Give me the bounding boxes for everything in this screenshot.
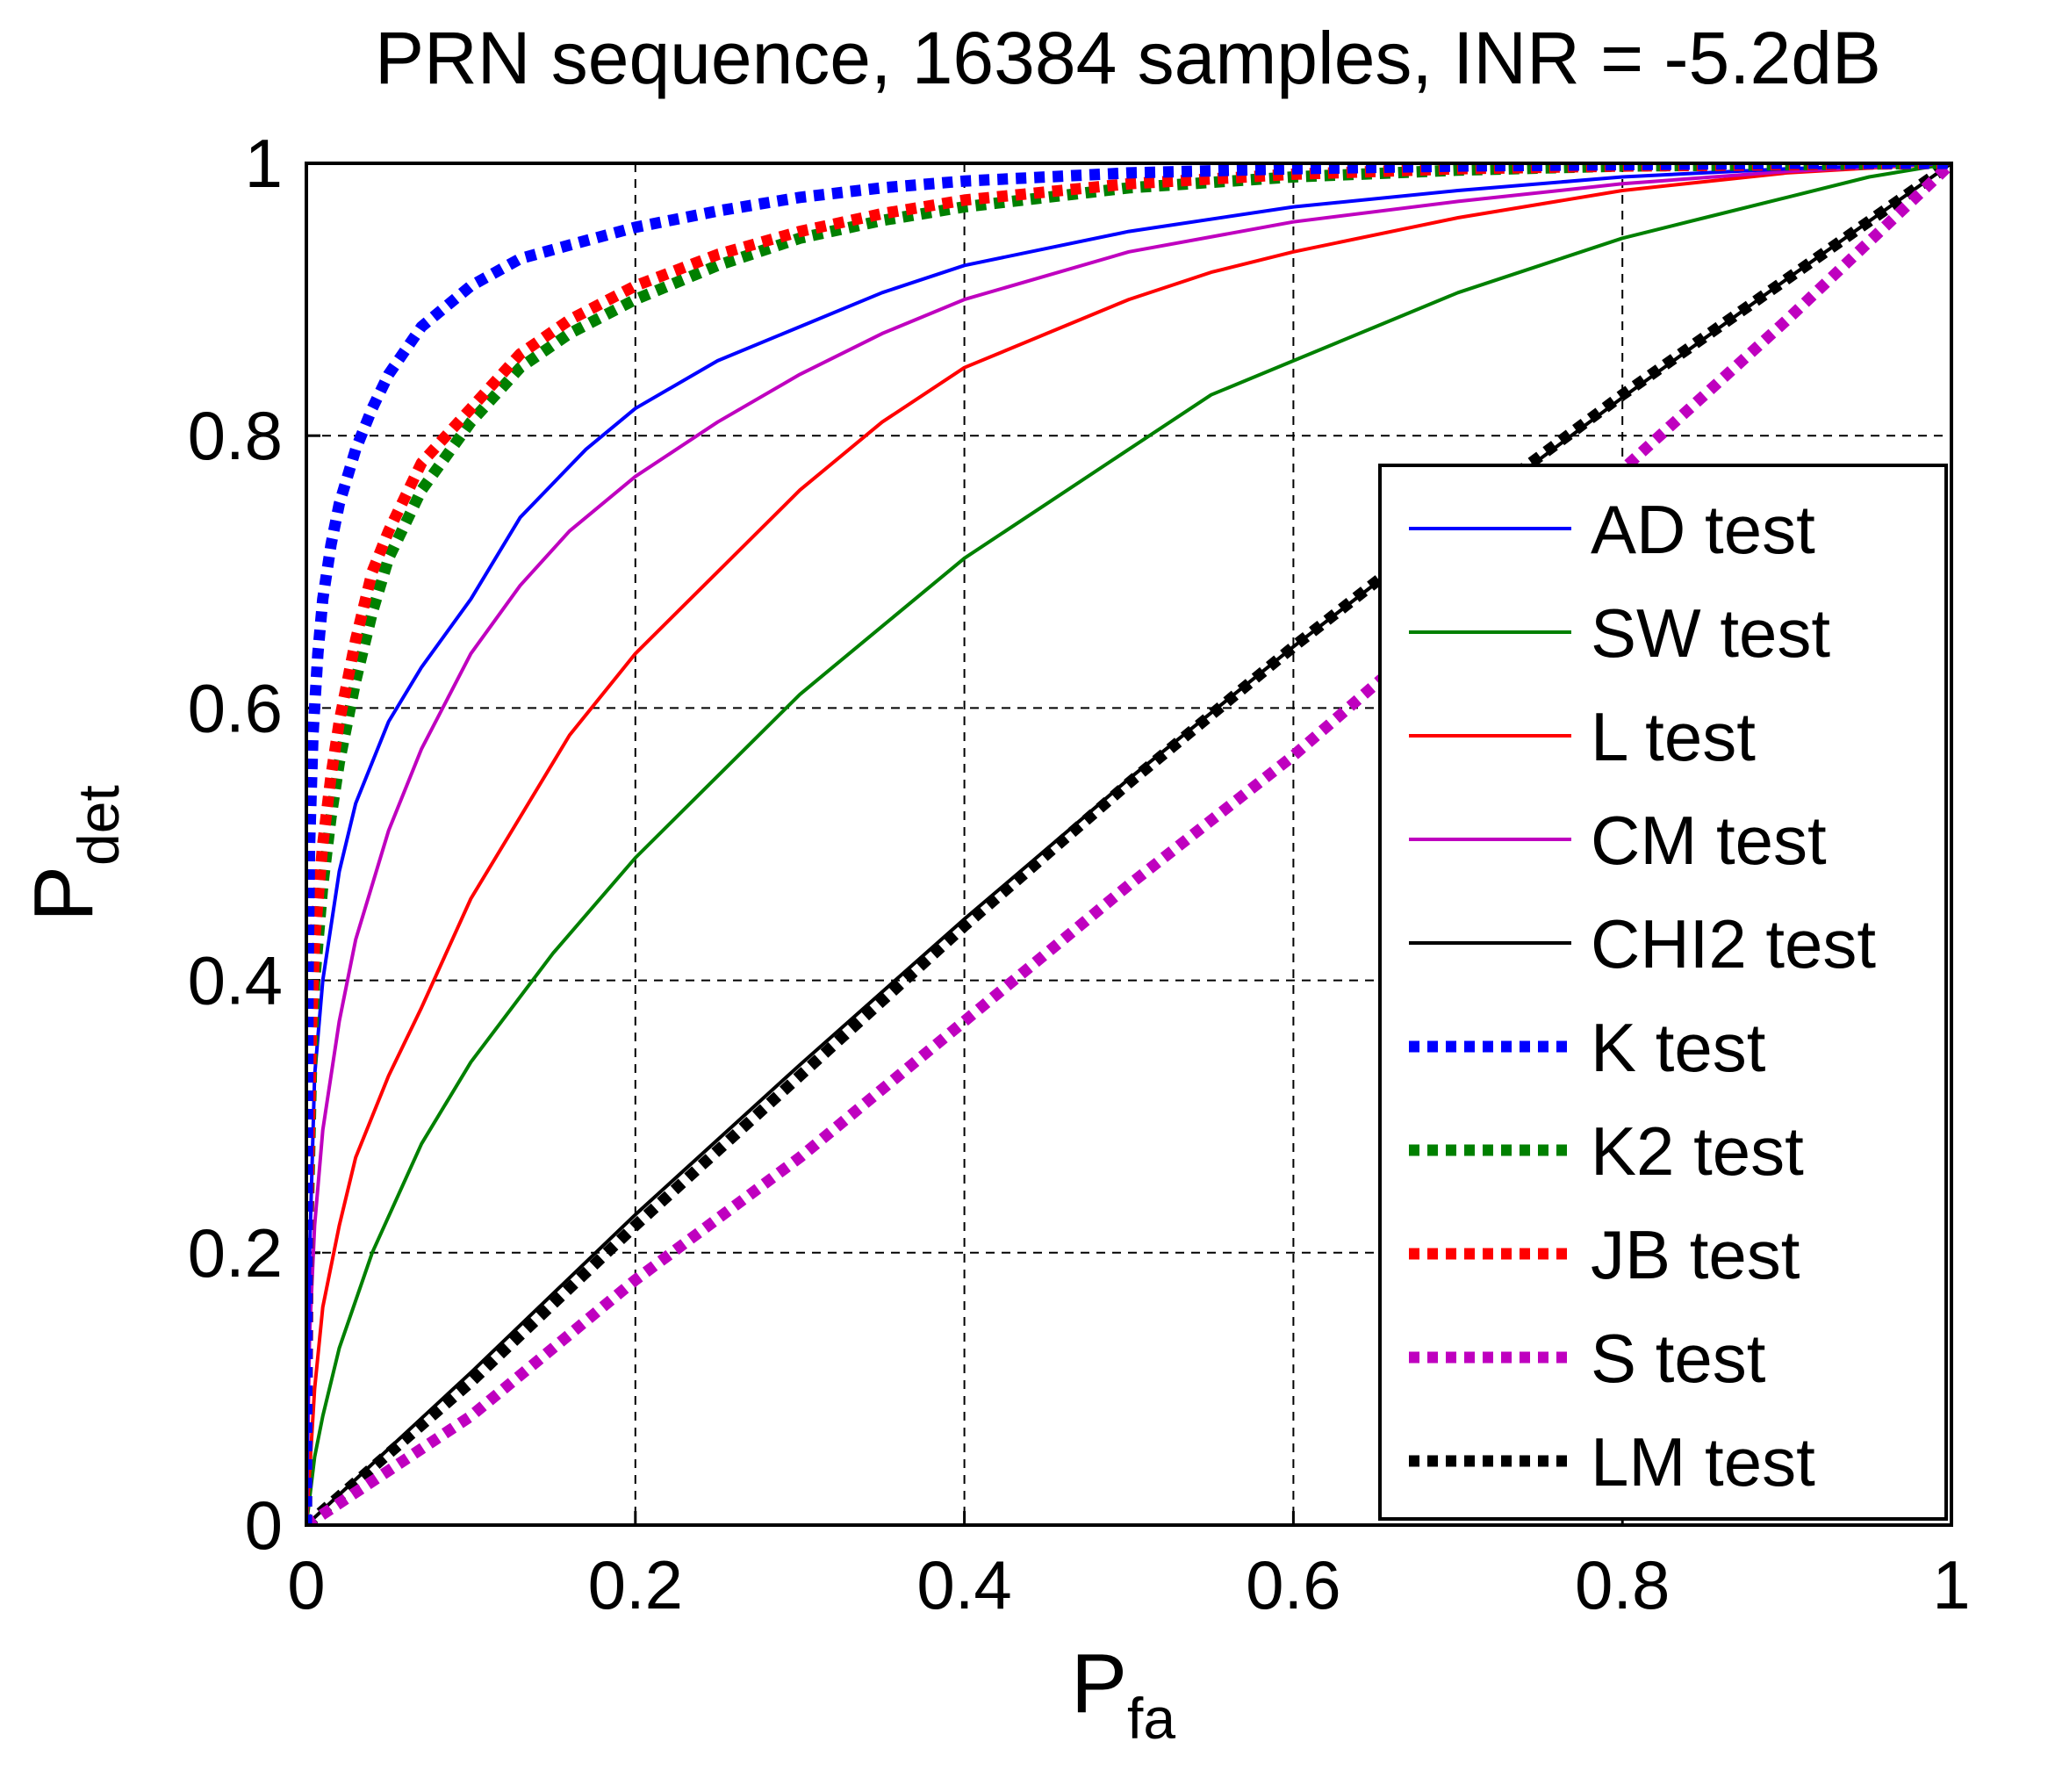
y-axis-label-sub: det xyxy=(66,785,131,866)
legend-label-ad-test: AD test xyxy=(1591,491,1815,568)
series-line-l-test xyxy=(306,163,1951,1525)
x-axis-label-main: P xyxy=(1071,1637,1127,1731)
legend-box xyxy=(1378,464,1948,1521)
x-tick-label-4: 0.8 xyxy=(1575,1546,1670,1623)
series-line-cm-test xyxy=(306,163,1951,1525)
series-line-lm-test xyxy=(306,163,1951,1525)
legend-label-cm-test: CM test xyxy=(1591,802,1827,879)
series-lines xyxy=(306,163,1951,1525)
x-tick-label-0: 0 xyxy=(287,1546,325,1623)
legend-label-sw-test: SW test xyxy=(1591,594,1830,672)
y-axis-label: Pdet xyxy=(17,785,131,922)
x-tick-label-5: 1 xyxy=(1932,1546,1970,1623)
x-ticks: 0 0.2 0.4 0.6 0.8 1 xyxy=(287,1511,1971,1623)
series-line-s-test xyxy=(306,163,1951,1525)
x-tick-label-3: 0.6 xyxy=(1246,1546,1340,1623)
y-ticks: 0 0.2 0.4 0.6 0.8 1 xyxy=(188,125,320,1564)
legend-label-l-test: L test xyxy=(1591,698,1756,775)
y-tick-label-0: 0 xyxy=(245,1486,283,1564)
legend-label-s-test: S test xyxy=(1591,1320,1766,1397)
legend-label-lm-test: LM test xyxy=(1591,1423,1815,1501)
legend-label-k-test: K test xyxy=(1591,1009,1766,1086)
legend-label-chi2-test: CHI2 test xyxy=(1591,905,1876,982)
chart-title: PRN sequence, 16384 samples, INR = -5.2d… xyxy=(375,17,1881,99)
x-tick-label-1: 0.2 xyxy=(588,1546,683,1623)
y-tick-label-5: 1 xyxy=(245,125,283,202)
legend-label-k2-test: K2 test xyxy=(1591,1112,1804,1190)
y-tick-label-4: 0.8 xyxy=(188,397,283,474)
y-axis-label-main: P xyxy=(17,866,111,922)
series-line-k-test xyxy=(306,163,1951,1525)
legend-label-jb-test: JB test xyxy=(1591,1216,1800,1293)
y-tick-label-3: 0.6 xyxy=(188,669,283,746)
legend: AD test SW test L test CM test CHI2 test K te… xyxy=(1378,464,1948,1521)
y-tick-label-1: 0.2 xyxy=(188,1214,283,1292)
x-axis-label: Pfa xyxy=(1071,1637,1175,1751)
series-line-ad-test xyxy=(306,163,1951,1525)
plot-frame xyxy=(305,162,1953,1527)
series-line-sw-test xyxy=(306,163,1951,1525)
y-tick-label-2: 0.4 xyxy=(188,942,283,1019)
x-tick-label-2: 0.4 xyxy=(916,1546,1011,1623)
x-axis-label-sub: fa xyxy=(1127,1686,1175,1751)
